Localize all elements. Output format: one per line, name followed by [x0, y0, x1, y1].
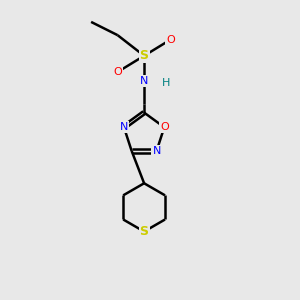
Text: O: O [113, 67, 122, 77]
Text: S: S [140, 225, 148, 238]
Text: O: O [166, 34, 175, 45]
Text: S: S [140, 49, 148, 62]
Text: O: O [160, 122, 169, 132]
Text: H: H [162, 78, 170, 88]
Text: N: N [152, 146, 161, 156]
Text: N: N [140, 76, 148, 86]
Text: N: N [120, 122, 128, 132]
